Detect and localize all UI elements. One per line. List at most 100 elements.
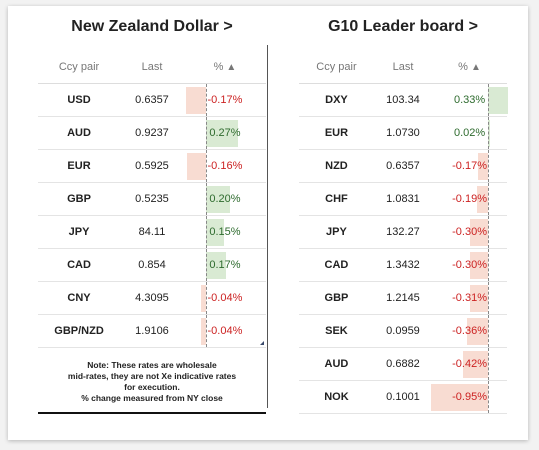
nzd-panel: New Zealand Dollar > Ccy pair Last % ▲ U…: [38, 6, 266, 414]
pct-cell: -0.04%: [183, 314, 266, 348]
table-row: GBP 0.5235 0.20%: [38, 182, 266, 216]
zero-line: [206, 249, 208, 281]
pct-value: 0.02%: [453, 127, 486, 139]
col-header-pair[interactable]: Ccy pair: [299, 50, 374, 84]
pct-value: -0.04%: [207, 325, 243, 337]
nzd-rates-table: Ccy pair Last % ▲ USD 0.6357 -0.17% AUD 0.92…: [38, 50, 266, 348]
pct-value: 0.27%: [209, 127, 241, 139]
last-cell: 0.9237: [120, 116, 184, 150]
pair-cell: AUD: [299, 347, 374, 381]
pct-value: -0.31%: [452, 292, 487, 304]
zero-line: [488, 315, 490, 347]
pct-cell: -0.16%: [183, 149, 266, 183]
change-bar: [476, 186, 489, 213]
note-line: % change measured from NY close: [81, 393, 223, 403]
last-cell: 1.9106: [120, 314, 184, 348]
table-row: DXY 103.34 0.33%: [299, 83, 509, 117]
pct-value: 0.15%: [209, 226, 241, 238]
pair-cell: CAD: [38, 248, 121, 282]
table-row: NZD 0.6357 -0.17%: [299, 149, 507, 183]
change-bar: [470, 252, 489, 279]
pct-value: -0.17%: [452, 160, 487, 172]
pair-cell: JPY: [38, 215, 121, 249]
change-bar: [206, 120, 238, 147]
change-bar: [469, 285, 489, 312]
change-bar: [206, 252, 227, 279]
zero-line: [206, 315, 208, 347]
note-line: Note: These rates are wholesale: [87, 360, 217, 370]
pct-cell: -0.30%: [432, 215, 507, 249]
pct-value: -0.19%: [452, 193, 487, 205]
zero-line: [488, 381, 490, 413]
change-bar: [206, 219, 224, 246]
pair-cell: CAD: [299, 248, 374, 282]
resize-handle-icon[interactable]: [260, 341, 264, 345]
col-header-last[interactable]: Last: [120, 50, 184, 84]
last-cell: 1.0730: [373, 116, 433, 150]
pair-cell: NOK: [299, 380, 374, 414]
table-row: CHF 1.0831 -0.19%: [299, 182, 507, 216]
pct-cell: -0.31%: [432, 281, 507, 315]
triangle-up-icon: ▲: [471, 61, 481, 73]
pair-cell: AUD: [38, 116, 121, 150]
pct-cell: -0.36%: [432, 314, 507, 348]
zero-line: [488, 348, 490, 380]
pct-value: -0.95%: [452, 391, 487, 403]
pair-cell: GBP: [38, 182, 121, 216]
change-bar: [488, 87, 509, 114]
nzd-panel-title[interactable]: New Zealand Dollar >: [71, 18, 233, 35]
last-cell: 1.2145: [373, 281, 433, 315]
g10-panel: G10 Leader board > Ccy pair Last % ▲ DXY…: [299, 6, 509, 414]
table-header-row: Ccy pair Last % ▲: [299, 50, 507, 84]
pair-cell: NZD: [299, 149, 374, 183]
zero-line: [488, 183, 490, 215]
pct-value: 0.33%: [453, 94, 486, 106]
zero-line: [206, 216, 208, 248]
last-cell: 4.3095: [120, 281, 184, 315]
pct-cell: -0.04%: [183, 281, 266, 315]
pct-cell: -0.95%: [431, 380, 507, 414]
pair-cell: GBP/NZD: [38, 314, 121, 348]
pct-value: -0.42%: [452, 358, 487, 370]
pair-cell: DXY: [299, 83, 374, 117]
pct-cell: 0.15%: [183, 215, 266, 249]
col-header-pair[interactable]: Ccy pair: [38, 50, 121, 84]
pct-value: -0.36%: [452, 325, 487, 337]
change-bar: [187, 153, 207, 180]
table-row: USD 0.6357 -0.17%: [38, 83, 266, 117]
change-bar: [463, 351, 489, 378]
g10-panel-title[interactable]: G10 Leader board >: [328, 18, 478, 35]
pct-value: 0.20%: [209, 193, 241, 205]
table-row: CAD 0.854 0.17%: [38, 248, 266, 282]
note-line: mid-rates, they are not Xe indicative ra…: [67, 371, 237, 381]
pct-cell: 0.02%: [432, 116, 507, 150]
table-row: NOK 0.1001 -0.95%: [299, 380, 507, 414]
zero-line: [488, 282, 490, 314]
pair-cell: GBP: [299, 281, 374, 315]
last-cell: 0.0959: [373, 314, 433, 348]
col-header-last[interactable]: Last: [373, 50, 433, 84]
table-row: CAD 1.3432 -0.30%: [299, 248, 507, 282]
change-bar: [478, 153, 489, 180]
pair-cell: SEK: [299, 314, 374, 348]
pct-cell: 0.17%: [183, 248, 266, 282]
pct-value: -0.30%: [452, 259, 487, 271]
last-cell: 0.6882: [373, 347, 433, 381]
table-row: JPY 84.11 0.15%: [38, 215, 266, 249]
zero-line: [488, 216, 490, 248]
pair-cell: USD: [38, 83, 121, 117]
g10-rates-table: Ccy pair Last % ▲ DXY 103.34 0.33% EUR 1.073…: [299, 50, 509, 414]
col-header-pct[interactable]: % ▲: [183, 50, 266, 84]
rates-widget: New Zealand Dollar > Ccy pair Last % ▲ U…: [8, 6, 528, 440]
table-row: SEK 0.0959 -0.36%: [299, 314, 507, 348]
col-header-pct[interactable]: % ▲: [432, 50, 507, 84]
last-cell: 0.854: [120, 248, 184, 282]
note-line: for execution.: [124, 382, 180, 392]
zero-line: [206, 282, 208, 314]
last-cell: 1.0831: [373, 182, 433, 216]
table-row: EUR 0.5925 -0.16%: [38, 149, 266, 183]
pct-value: -0.17%: [207, 94, 243, 106]
table-row: CNY 4.3095 -0.04%: [38, 281, 266, 315]
pair-cell: CHF: [299, 182, 374, 216]
zero-line: [488, 117, 490, 149]
